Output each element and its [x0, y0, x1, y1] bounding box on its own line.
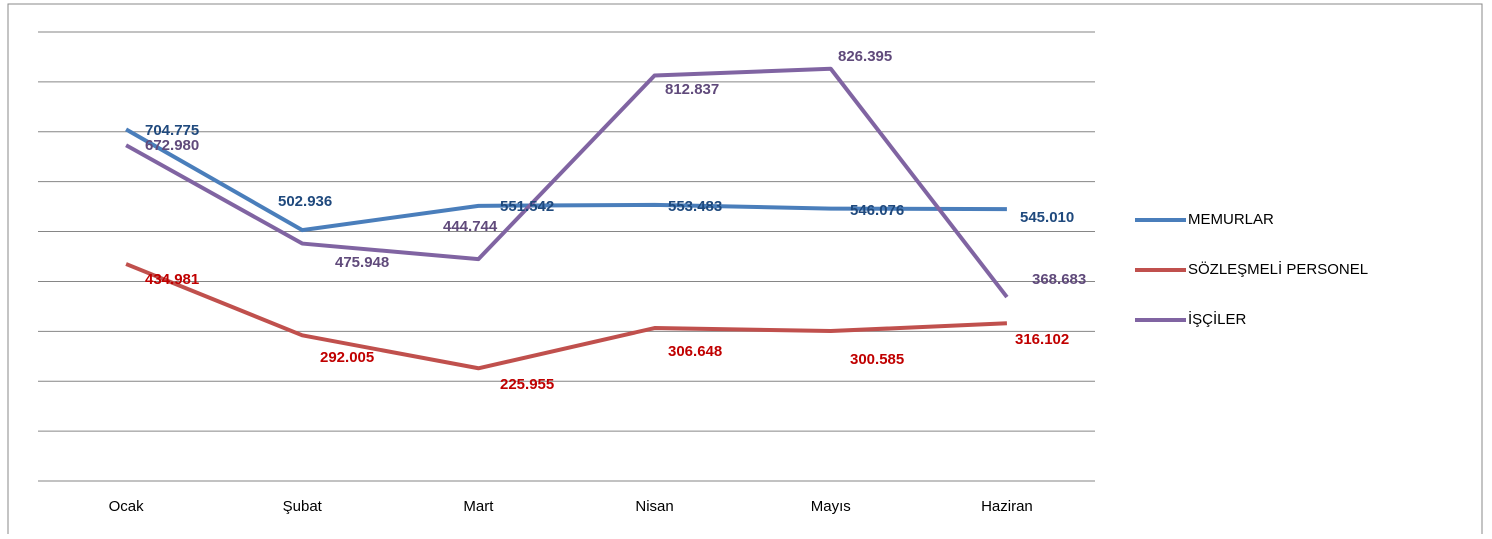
- series-line: [125, 66, 1009, 299]
- data-label: 551.542: [500, 198, 554, 215]
- data-label: 316.102: [1015, 331, 1069, 348]
- x-tick-label: Şubat: [283, 498, 323, 515]
- data-label: 502.936: [278, 193, 332, 210]
- data-label: 553.483: [668, 198, 722, 215]
- x-tick-label: Ocak: [109, 498, 145, 515]
- data-label: 826.395: [838, 48, 892, 65]
- series-line: [125, 127, 1007, 233]
- data-label: 546.076: [850, 202, 904, 219]
- x-tick-label: Mayıs: [811, 498, 851, 515]
- data-label: 300.585: [850, 351, 904, 368]
- data-label: 434.981: [145, 271, 199, 288]
- legend-label: İŞÇİLER: [1188, 310, 1247, 328]
- data-label: 672.980: [145, 137, 199, 154]
- data-label: 475.948: [335, 254, 389, 271]
- chart-frame: [7, 3, 1483, 539]
- x-tick-label: Nisan: [635, 498, 673, 515]
- data-label: 306.648: [668, 343, 722, 360]
- data-label: 225.955: [500, 376, 554, 393]
- data-label: 292.005: [320, 349, 374, 366]
- series-line: [125, 262, 1008, 371]
- legend-label: SÖZLEŞMELİ PERSONEL: [1188, 260, 1368, 278]
- data-label: 545.010: [1020, 209, 1074, 226]
- data-label: 812.837: [665, 81, 719, 98]
- data-label: 444.744: [443, 218, 498, 235]
- x-tick-label: Haziran: [981, 498, 1033, 515]
- legend-label: MEMURLAR: [1188, 211, 1274, 228]
- x-tick-label: Mart: [463, 498, 494, 515]
- data-label: 368.683: [1032, 271, 1086, 288]
- data-label: 704.775: [145, 122, 199, 139]
